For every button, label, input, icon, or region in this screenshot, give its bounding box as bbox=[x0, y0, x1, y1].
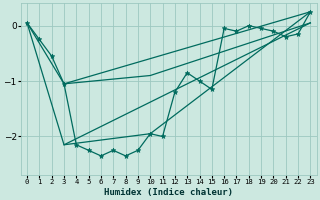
X-axis label: Humidex (Indice chaleur): Humidex (Indice chaleur) bbox=[104, 188, 233, 197]
